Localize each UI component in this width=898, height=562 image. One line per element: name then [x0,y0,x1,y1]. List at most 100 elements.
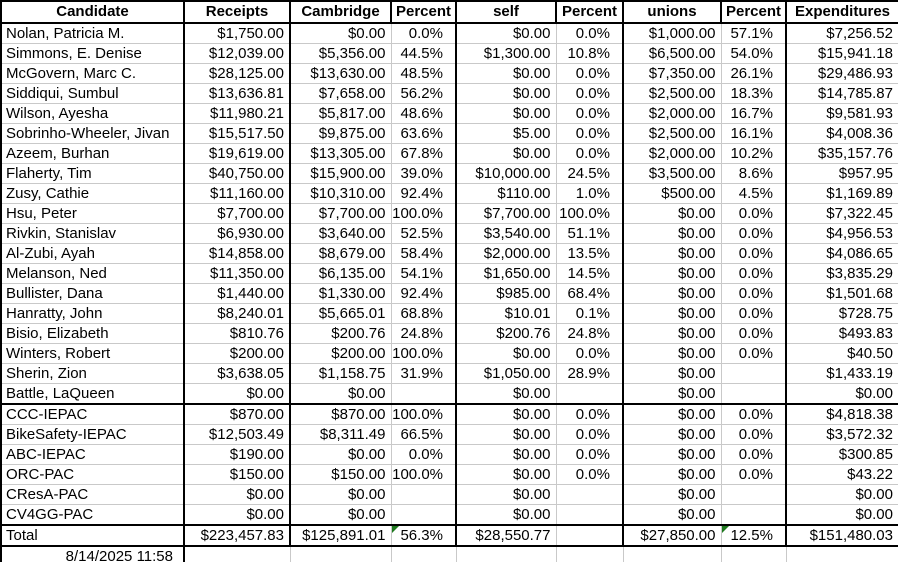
cell-receipts[interactable]: $11,980.21 [184,103,291,124]
cell-percent-unions[interactable]: 0.0% [721,424,787,445]
cell-cambridge[interactable]: $7,658.00 [290,83,392,104]
cell-unions[interactable]: $3,500.00 [623,163,722,184]
cell-receipts[interactable]: $12,039.00 [184,43,291,64]
cell-receipts[interactable]: $190.00 [184,444,291,465]
cell-cambridge[interactable]: $125,891.01 [290,524,392,547]
cell-percent-cambridge[interactable]: 48.6% [391,103,457,124]
cell-self[interactable]: $0.00 [456,103,557,124]
cell-unions[interactable]: $0.00 [623,444,722,465]
cell-expenditures[interactable]: $14,785.87 [786,83,898,104]
cell-self[interactable]: $1,050.00 [456,363,557,384]
cell-percent-cambridge[interactable]: 58.4% [391,243,457,264]
cell-expenditures[interactable]: $151,480.03 [786,524,898,547]
cell-unions[interactable]: $0.00 [623,404,722,425]
cell-percent-unions[interactable]: 10.2% [721,143,787,164]
cell-self[interactable]: $3,540.00 [456,223,557,244]
cell-self[interactable]: $1,650.00 [456,263,557,284]
cell-percent-unions[interactable]: 0.0% [721,263,787,284]
cell-cambridge[interactable]: $15,900.00 [290,163,392,184]
cell-cambridge[interactable]: $200.76 [290,323,392,344]
cell-percent-cambridge[interactable]: 24.8% [391,323,457,344]
cell-candidate[interactable]: Melanson, Ned [1,263,185,284]
cell-percent-cambridge[interactable]: 31.9% [391,363,457,384]
cell-self[interactable]: $2,000.00 [456,243,557,264]
cell-percent-self[interactable] [556,383,624,405]
cell-percent-self[interactable]: 0.0% [556,424,624,445]
cell-candidate[interactable]: Zusy, Cathie [1,183,185,204]
cell-expenditures[interactable]: $15,941.18 [786,43,898,64]
cell-candidate[interactable]: Hsu, Peter [1,203,185,224]
cell-receipts[interactable]: $200.00 [184,343,291,364]
cell-percent-cambridge[interactable]: 100.0% [391,464,457,485]
cell-percent-self[interactable]: 0.0% [556,83,624,104]
cell-expenditures[interactable]: $300.85 [786,444,898,465]
cell-percent-unions[interactable] [721,484,787,505]
cell-unions[interactable]: $27,850.00 [623,524,722,547]
cell-candidate[interactable]: Bullister, Dana [1,283,185,304]
cell-percent-cambridge[interactable]: 67.8% [391,143,457,164]
cell-expenditures[interactable]: $43.22 [786,464,898,485]
header-cell-percent-cambridge[interactable]: Percent [390,0,457,24]
cell-percent-unions[interactable]: 0.0% [721,283,787,304]
cell-candidate[interactable]: Winters, Robert [1,343,185,364]
cell-self[interactable]: $5.00 [456,123,557,144]
cell-unions[interactable]: $6,500.00 [623,43,722,64]
cell-percent-cambridge[interactable]: 92.4% [391,183,457,204]
header-cell-percent-unions[interactable]: Percent [720,0,787,24]
cell-receipts[interactable]: $11,350.00 [184,263,291,284]
cell-unions[interactable]: $0.00 [623,303,722,324]
cell-cambridge[interactable]: $0.00 [290,444,392,465]
header-cell-expenditures[interactable]: Expenditures [785,0,898,24]
cell-percent-self[interactable] [556,504,624,526]
header-cell-receipts[interactable]: Receipts [183,0,291,24]
cell-candidate[interactable]: Hanratty, John [1,303,185,324]
cell-cambridge[interactable]: $0.00 [290,504,392,526]
empty-cell[interactable] [556,546,624,562]
empty-cell[interactable] [623,546,722,562]
cell-percent-unions[interactable]: 0.0% [721,243,787,264]
cell-cambridge[interactable]: $1,330.00 [290,283,392,304]
cell-self[interactable]: $0.00 [456,424,557,445]
cell-cambridge[interactable]: $8,679.00 [290,243,392,264]
cell-self[interactable]: $0.00 [456,404,557,425]
cell-expenditures[interactable]: $4,008.36 [786,123,898,144]
cell-self[interactable]: $0.00 [456,83,557,104]
cell-receipts[interactable]: $150.00 [184,464,291,485]
cell-expenditures[interactable]: $40.50 [786,343,898,364]
cell-candidate[interactable]: Total [1,524,185,547]
cell-expenditures[interactable]: $1,433.19 [786,363,898,384]
cell-percent-unions[interactable]: 4.5% [721,183,787,204]
cell-percent-self[interactable]: 24.8% [556,323,624,344]
cell-percent-self[interactable]: 0.0% [556,343,624,364]
cell-candidate[interactable]: Azeem, Burhan [1,143,185,164]
empty-cell[interactable] [786,546,898,562]
cell-self[interactable]: $110.00 [456,183,557,204]
cell-receipts[interactable]: $6,930.00 [184,223,291,244]
cell-percent-cambridge[interactable]: 100.0% [391,203,457,224]
cell-expenditures[interactable]: $7,322.45 [786,203,898,224]
cell-unions[interactable]: $0.00 [623,484,722,505]
cell-cambridge[interactable]: $870.00 [290,404,392,425]
cell-percent-unions[interactable]: 0.0% [721,303,787,324]
cell-cambridge[interactable]: $200.00 [290,343,392,364]
cell-receipts[interactable]: $0.00 [184,383,291,405]
cell-unions[interactable]: $0.00 [623,343,722,364]
cell-self[interactable]: $0.00 [456,464,557,485]
cell-percent-unions[interactable]: 57.1% [721,23,787,44]
cell-cambridge[interactable]: $9,875.00 [290,123,392,144]
cell-percent-cambridge[interactable]: 0.0% [391,444,457,465]
cell-unions[interactable]: $0.00 [623,323,722,344]
cell-percent-cambridge[interactable]: 0.0% [391,23,457,44]
cell-percent-cambridge[interactable]: 100.0% [391,343,457,364]
cell-receipts[interactable]: $810.76 [184,323,291,344]
cell-self[interactable]: $0.00 [456,143,557,164]
cell-self[interactable]: $0.00 [456,504,557,526]
cell-percent-self[interactable]: 0.0% [556,404,624,425]
cell-self[interactable]: $7,700.00 [456,203,557,224]
empty-cell[interactable] [184,546,291,562]
cell-percent-cambridge[interactable] [391,484,457,505]
cell-percent-unions[interactable]: 0.0% [721,444,787,465]
cell-cambridge[interactable]: $0.00 [290,383,392,405]
cell-cambridge[interactable]: $3,640.00 [290,223,392,244]
cell-percent-self[interactable]: 1.0% [556,183,624,204]
